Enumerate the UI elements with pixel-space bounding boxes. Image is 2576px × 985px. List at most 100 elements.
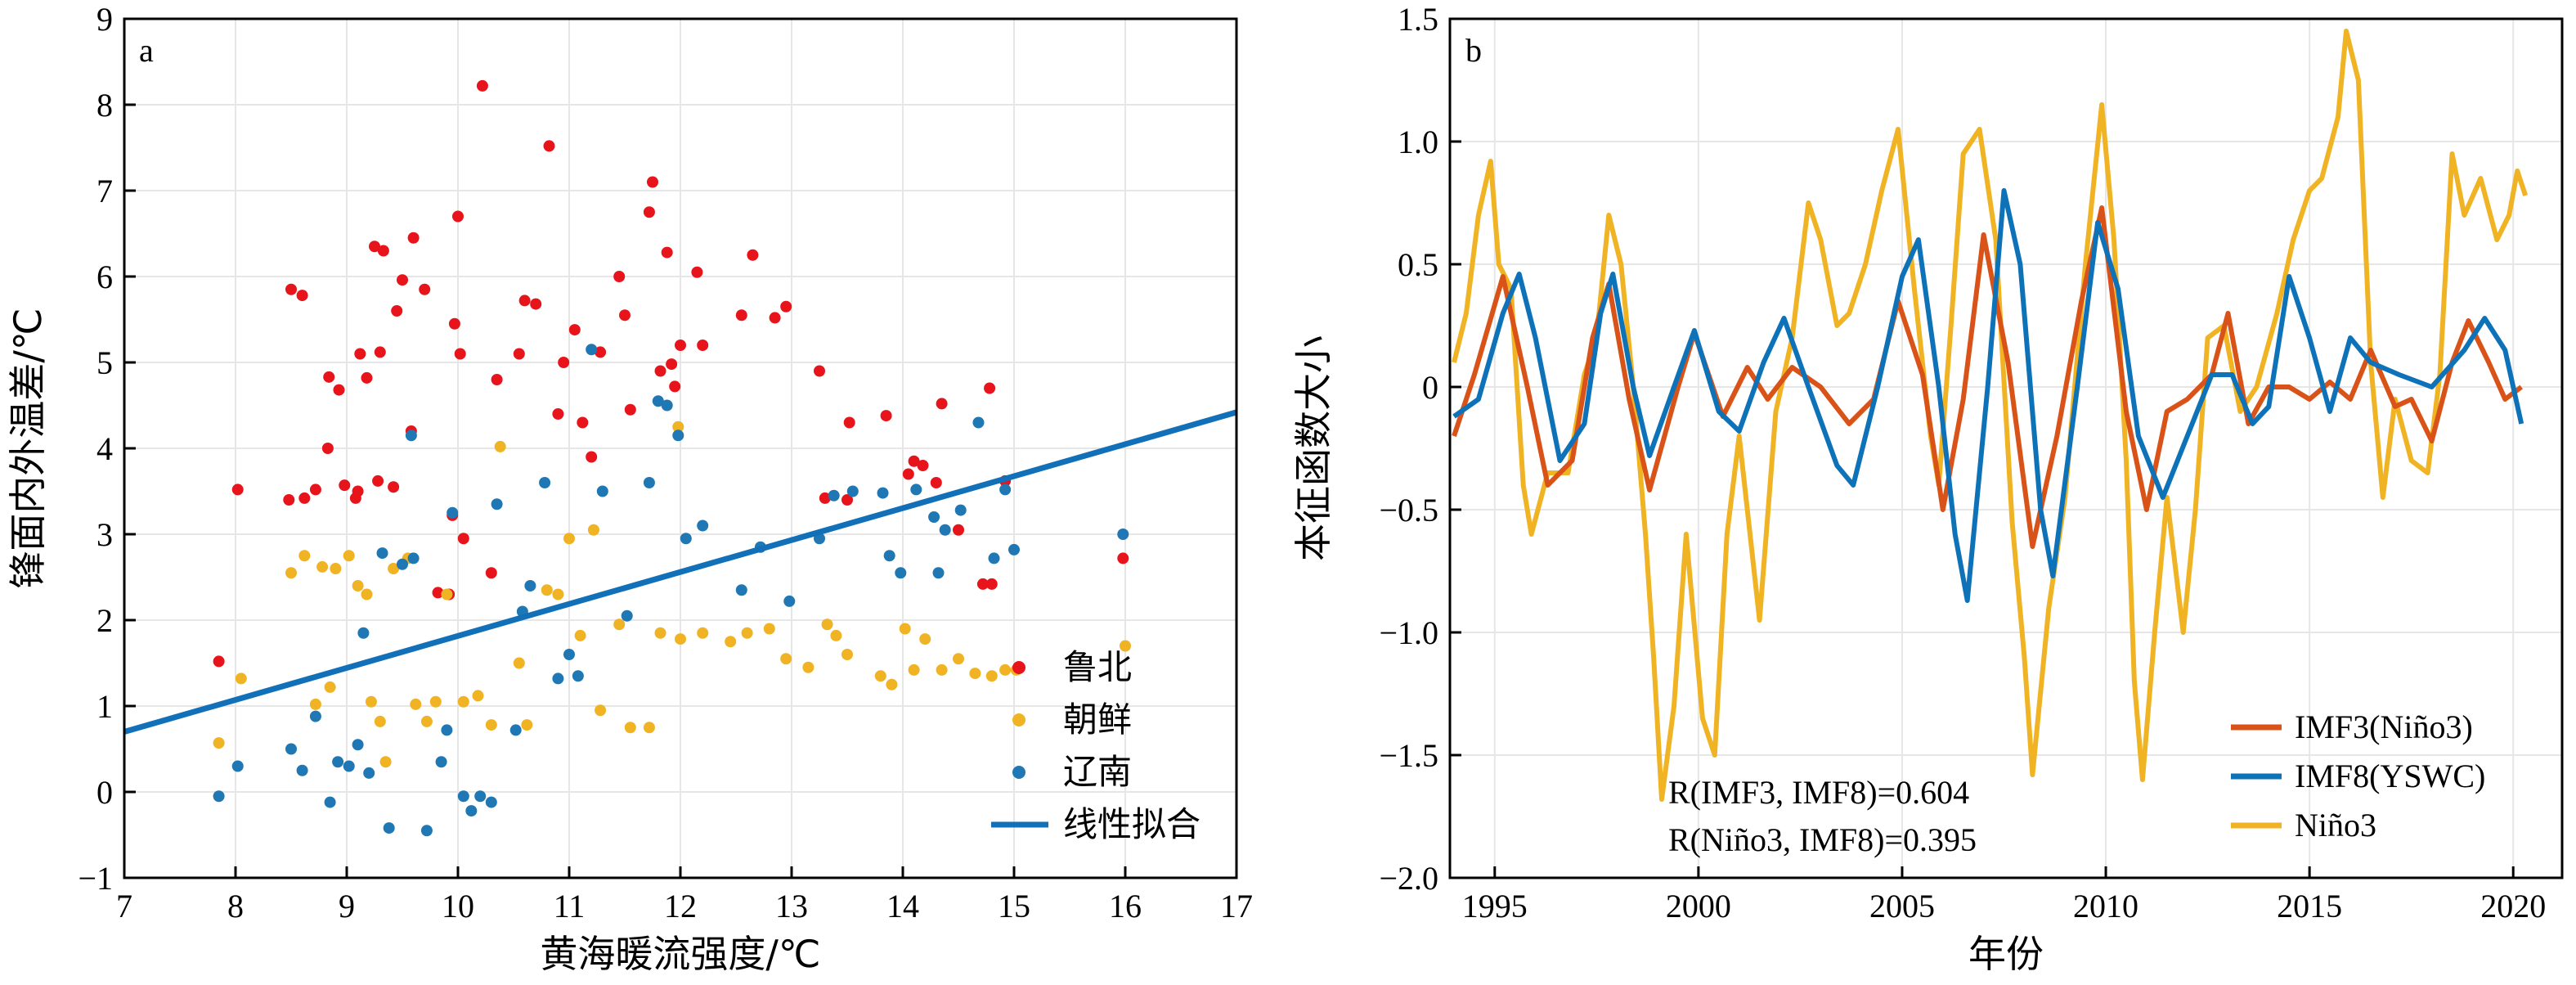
scatter-point [953, 653, 964, 665]
scatter-point [429, 695, 442, 708]
scatter-point [472, 690, 484, 702]
scatter-point [613, 618, 626, 631]
scatter-point [661, 399, 673, 412]
scatter-point [354, 348, 366, 360]
scatter-point [675, 340, 686, 351]
scatter-point [908, 455, 920, 467]
scatter-point [476, 79, 488, 92]
y-tick-label: 2 [96, 602, 113, 639]
scatter-point [841, 649, 853, 660]
scatter-point [309, 484, 321, 496]
scatter-point [435, 756, 447, 768]
scatter-point [675, 633, 686, 645]
scatter-point [448, 317, 460, 330]
scatter-point [985, 670, 998, 682]
x-tick-label: 2005 [1869, 888, 1935, 924]
legend-label: IMF8(YSWC) [2295, 758, 2485, 794]
scatter-point [917, 460, 929, 471]
scatter-point [441, 724, 453, 736]
scatter-point [661, 246, 673, 259]
scatter-point [613, 271, 626, 282]
y-tick-label: −1 [78, 860, 113, 897]
scatter-point [357, 627, 370, 639]
scatter-point [666, 358, 678, 371]
scatter-point [324, 681, 336, 693]
scatter-point [332, 756, 344, 768]
scatter-point [880, 410, 892, 422]
scatter-point [999, 484, 1012, 496]
scatter-point [420, 825, 433, 837]
scatter-point [391, 305, 403, 317]
scatter-point [939, 524, 951, 536]
scatter-point [352, 485, 364, 497]
scatter-point [988, 552, 1000, 564]
scatter-point [283, 494, 295, 506]
scatter-point [572, 670, 584, 682]
scatter-point [388, 481, 400, 493]
scatter-point [899, 623, 911, 635]
scatter-point [361, 588, 373, 600]
scatter-point [352, 739, 364, 751]
scatter-point [624, 722, 636, 734]
scatter-point [643, 206, 655, 218]
scatter-point [285, 283, 297, 295]
scatter-point [323, 371, 335, 383]
scatter-point [624, 403, 636, 416]
scatter-point [1117, 528, 1129, 540]
scatter-point [895, 567, 907, 579]
panel-a-y-axis-label: 锋面内外温差/℃ [6, 308, 50, 588]
legend-label: 辽南 [1063, 752, 1132, 792]
y-tick-label: 1.5 [1398, 1, 1438, 38]
scatter-point [235, 672, 247, 685]
scatter-point [954, 504, 967, 516]
scatter-point [596, 485, 608, 497]
x-tick-label: 2015 [2277, 888, 2342, 924]
scatter-point [316, 560, 329, 573]
scatter-point [541, 584, 553, 596]
scatter-point [1120, 640, 1131, 652]
scatter-point [330, 563, 342, 574]
x-tick-label: 2010 [2073, 888, 2138, 924]
panel-b-legend: IMF3(Niño3) IMF8(YSWC) Niño3 [2231, 708, 2485, 843]
scatter-point [457, 533, 469, 545]
x-tick-label: 2020 [2480, 888, 2546, 924]
scatter-point [407, 552, 420, 564]
scatter-point [298, 492, 311, 504]
x-tick-label: 11 [554, 888, 586, 924]
scatter-point [999, 663, 1012, 676]
y-tick-label: −1.0 [1379, 614, 1438, 651]
scatter-point [647, 176, 658, 188]
scatter-point [485, 567, 497, 579]
scatter-point [513, 348, 525, 360]
scatter-point [369, 241, 380, 253]
x-tick-label: 14 [886, 888, 919, 924]
scatter-point [886, 678, 898, 690]
legend-marker [1012, 766, 1025, 779]
scatter-point [691, 266, 703, 278]
scatter-point [509, 724, 522, 736]
scatter-point [672, 430, 684, 442]
legend-marker [1012, 661, 1025, 674]
x-tick-label: 1995 [1462, 888, 1528, 924]
scatter-point [902, 468, 914, 480]
scatter-point [846, 485, 859, 497]
scatter-point [465, 805, 478, 817]
scatter-point [231, 760, 244, 772]
scatter-point [491, 498, 503, 510]
legend-marker [1012, 713, 1025, 726]
scatter-point [654, 365, 666, 377]
scatter-point [552, 672, 564, 685]
x-tick-label: 17 [1220, 888, 1253, 924]
x-tick-label: 7 [116, 888, 132, 924]
panel-a-marks [123, 79, 1237, 837]
scatter-point [285, 567, 297, 579]
x-tick-label: 12 [664, 888, 697, 924]
panel-b-marks [1452, 29, 2529, 802]
panel-b-label: b [1465, 32, 1482, 69]
scatter-point [725, 636, 737, 648]
scatter-point [521, 719, 533, 731]
scatter-point [343, 550, 355, 562]
scatter-point [285, 743, 297, 755]
panel-b-x-axis-label: 年份 [1968, 932, 2044, 976]
